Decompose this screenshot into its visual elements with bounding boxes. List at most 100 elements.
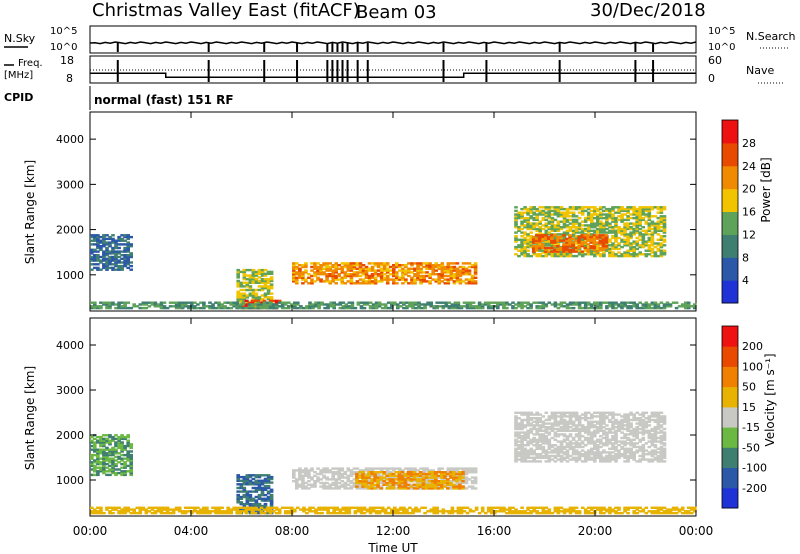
data-cell <box>260 490 265 493</box>
data-cell <box>310 478 314 481</box>
data-cell <box>392 280 396 283</box>
data-cell <box>623 510 627 513</box>
data-cell <box>604 241 609 244</box>
data-cell <box>370 282 375 285</box>
data-cell <box>565 454 570 458</box>
data-cell <box>314 511 318 515</box>
data-cell <box>349 262 354 265</box>
data-cell <box>514 306 518 310</box>
data-cell <box>523 231 527 234</box>
data-cell <box>565 436 570 440</box>
data-cell <box>577 420 582 423</box>
data-cell <box>626 305 630 308</box>
data-cell <box>568 426 573 429</box>
data-cell <box>401 264 405 267</box>
data-cell <box>257 285 262 288</box>
data-cell <box>147 510 152 513</box>
data-cell <box>343 273 348 276</box>
data-cell <box>331 472 335 476</box>
data-cell <box>383 306 388 310</box>
data-cell <box>620 305 624 308</box>
data-cell <box>290 508 294 511</box>
data-cell <box>580 427 585 431</box>
data-cell <box>568 445 573 449</box>
data-cell <box>395 264 399 267</box>
data-cell <box>156 305 161 308</box>
data-cell <box>174 303 179 306</box>
data-cell <box>90 457 94 460</box>
data-cell <box>436 480 441 483</box>
colorbar-tick-label: 8 <box>742 251 749 264</box>
data-cell <box>236 495 240 499</box>
data-cell <box>565 226 570 229</box>
data-cell <box>520 235 524 238</box>
data-cell <box>341 508 346 511</box>
data-cell <box>117 268 121 271</box>
data-cell <box>547 250 551 253</box>
data-cell <box>562 236 567 240</box>
data-cell <box>416 278 420 281</box>
data-cell <box>251 504 256 508</box>
data-cell <box>344 306 349 310</box>
data-cell <box>686 510 691 513</box>
data-cell <box>425 264 429 267</box>
data-cell <box>358 483 363 486</box>
data-cell <box>565 246 569 250</box>
data-cell <box>547 240 552 243</box>
data-cell <box>517 436 521 440</box>
data-cell <box>144 306 149 310</box>
data-cell <box>517 427 521 431</box>
data-cell <box>455 476 459 479</box>
data-cell <box>395 467 399 470</box>
data-cell <box>565 427 570 431</box>
data-cell <box>96 441 100 444</box>
site-title: Christmas Valley East (fitACF) <box>92 0 360 21</box>
data-cell <box>400 481 405 485</box>
data-cell <box>547 211 552 214</box>
data-cell <box>629 233 633 236</box>
data-cell <box>120 434 124 437</box>
data-cell <box>102 264 106 268</box>
data-cell <box>343 476 348 479</box>
data-cell <box>553 241 557 244</box>
data-cell <box>571 250 575 253</box>
data-cell <box>126 457 130 460</box>
data-cell <box>367 472 371 476</box>
data-cell <box>379 469 384 472</box>
data-cell <box>411 306 415 310</box>
data-cell <box>355 478 359 481</box>
data-cell <box>367 280 372 283</box>
colorbar-tick-label: 24 <box>742 160 756 173</box>
data-cell <box>389 483 393 486</box>
data-cell <box>659 209 664 213</box>
data-cell <box>450 510 455 513</box>
data-cell <box>105 261 109 264</box>
data-cell <box>239 501 244 504</box>
data-cell <box>389 467 393 470</box>
data-cell <box>596 303 600 306</box>
data-cell <box>559 235 563 239</box>
data-cell <box>614 426 618 429</box>
data-cell <box>274 299 279 303</box>
data-cell <box>295 265 299 269</box>
data-cell <box>550 458 555 461</box>
data-cell <box>617 254 621 258</box>
data-cell <box>662 305 667 308</box>
data-cell <box>358 480 362 483</box>
data-cell <box>644 253 649 256</box>
data-cell <box>308 510 312 513</box>
data-cell <box>526 422 530 425</box>
data-cell <box>304 469 308 472</box>
data-cell <box>256 306 261 310</box>
data-cell <box>376 487 381 490</box>
data-cell <box>641 303 646 306</box>
data-cell <box>129 255 133 259</box>
data-cell <box>388 481 393 485</box>
data-cell <box>544 440 549 443</box>
data-cell <box>586 231 591 234</box>
data-cell <box>535 442 539 445</box>
data-cell <box>556 427 561 431</box>
data-cell <box>580 250 584 253</box>
data-cell <box>544 248 548 251</box>
data-cell <box>586 215 591 218</box>
